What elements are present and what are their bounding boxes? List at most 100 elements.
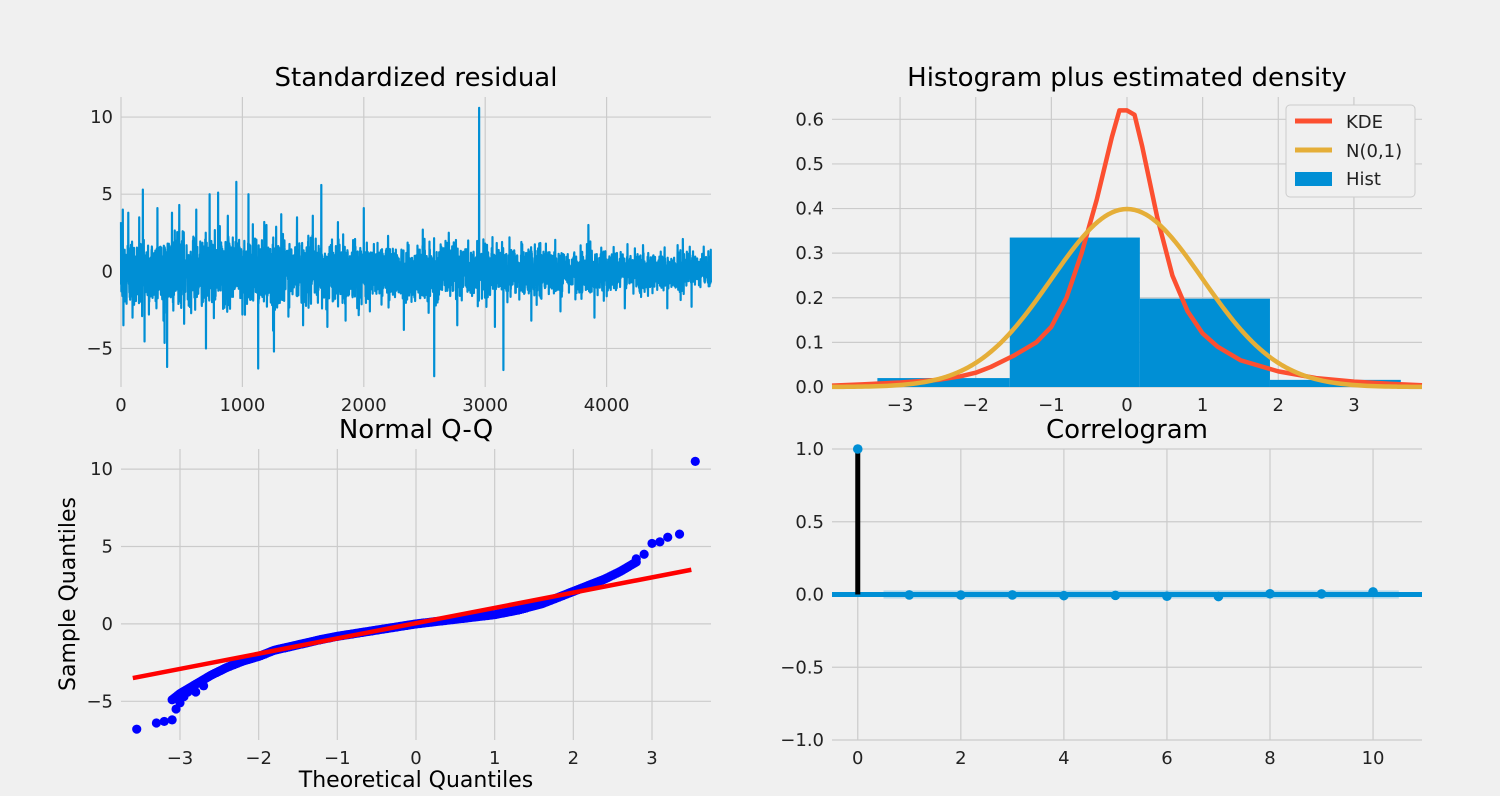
legend-normal-label: N(0,1): [1346, 141, 1402, 162]
legend-hist-label: Hist: [1346, 169, 1381, 190]
histogram-panel: −3 −2 −1 0 1 2 3 0.0 0.1 0.2 0.3 0.4 0.5 0.6 Histogra…: [795, 63, 1423, 416]
qq-ylabel: Sample Quantiles: [56, 497, 81, 691]
qq-point: [631, 554, 641, 564]
correlogram-ytick-label: 0.0: [795, 585, 824, 606]
qq-grid: [121, 449, 711, 740]
qq-xtick-label: −2: [245, 748, 272, 769]
histogram-xtick-label: 2: [1273, 395, 1284, 416]
qq-xtick-label: 3: [646, 748, 657, 769]
correlogram-ytick-label: 0.5: [795, 512, 824, 533]
qq-point: [639, 549, 649, 559]
histogram-ytick-label: 0.2: [795, 288, 824, 309]
qq-point: [647, 538, 657, 549]
residual-panel: 0 1000 2000 3000 4000 −5 0 5 10 Standardized res…: [86, 63, 712, 416]
histogram-xtick-label: 3: [1348, 395, 1359, 416]
residual-xtick-label: 2000: [341, 395, 387, 416]
residual-line: [119, 106, 712, 378]
histogram-xtick-label: −2: [962, 395, 989, 416]
acf-marker: [1059, 590, 1069, 601]
acf-marker: [1265, 588, 1275, 599]
histogram-legend: KDE N(0,1) Hist: [1285, 104, 1416, 198]
correlogram-xtick-label: 8: [1264, 748, 1275, 769]
acf-marker: [1162, 591, 1172, 602]
qq-xtick-label: 2: [568, 748, 579, 769]
qq-point: [655, 537, 665, 547]
correlogram-panel: 0 2 4 6 8 10 −1.0 −0.5 0.0 0.5 1.0 Correlogram: [780, 415, 1422, 769]
correlogram-xtick-label: 4: [1058, 748, 1069, 769]
acf-marker: [852, 444, 863, 454]
histogram-xtick-label: −1: [1038, 395, 1065, 416]
qq-point: [159, 716, 169, 727]
qq-xtick-label: −3: [167, 748, 194, 769]
qq-point: [663, 532, 673, 542]
qq-xtick-label: −1: [324, 748, 351, 769]
acf-marker: [1213, 591, 1224, 602]
qq-ytick-label: 0: [102, 614, 113, 635]
residual-xtick-label: 0: [115, 395, 126, 416]
residual-xtick-label: 1000: [219, 395, 265, 416]
residual-title: Standardized residual: [275, 63, 558, 93]
acf-marker: [1368, 587, 1378, 597]
histogram-xtick-label: 1: [1197, 395, 1208, 416]
correlogram-xtick-label: 10: [1362, 748, 1385, 769]
legend-hist-swatch: [1295, 172, 1332, 186]
correlogram-title: Correlogram: [1046, 415, 1208, 445]
qq-xlabel: Theoretical Quantiles: [298, 768, 533, 793]
histogram-bar: [1139, 298, 1270, 387]
correlogram-ytick-label: −1.0: [780, 730, 824, 751]
qq-panel: −3 −2 −1 0 1 2 3 −5 0 5 10 Normal Q-Q Theoretical …: [56, 415, 711, 793]
correlogram-xtick-label: 2: [955, 748, 966, 769]
qq-point: [690, 456, 700, 466]
histogram-ytick-label: 0.4: [795, 199, 824, 220]
qq-ticks: −3 −2 −1 0 1 2 3 −5 0 5 10: [86, 459, 657, 769]
qq-ytick-label: 5: [102, 537, 113, 558]
qq-reference: [132, 567, 692, 681]
residual-ticks: 0 1000 2000 3000 4000 −5 0 5 10: [86, 107, 629, 416]
qq-ytick-label: 10: [90, 459, 113, 480]
qq-title: Normal Q-Q: [339, 415, 493, 445]
qq-point: [183, 687, 193, 697]
histogram-curves: [831, 108, 1423, 390]
residual-ytick-label: 10: [90, 107, 113, 128]
histogram-ytick-label: 0.1: [795, 332, 824, 353]
acf-marker: [956, 590, 966, 600]
residual-series: [119, 106, 712, 378]
correlogram-xtick-label: 6: [1161, 748, 1172, 769]
legend-kde-label: KDE: [1346, 112, 1383, 133]
correlogram-ytick-label: 1.0: [795, 439, 824, 460]
histogram-title: Histogram plus estimated density: [907, 63, 1347, 93]
histogram-xtick-label: −3: [887, 395, 914, 416]
histogram-xtick-label: 0: [1121, 395, 1132, 416]
histogram-ytick-label: 0.3: [795, 243, 824, 264]
residual-ytick-label: −5: [86, 338, 113, 359]
qq-point: [199, 681, 209, 691]
acf-marker: [904, 590, 915, 600]
kde-line: [831, 108, 1423, 388]
acf-marker: [1316, 589, 1327, 599]
residual-xtick-label: 4000: [584, 395, 630, 416]
histogram-ytick-label: 0.0: [795, 377, 824, 398]
qq-xtick-label: 1: [489, 748, 500, 769]
correlogram-marks: [832, 444, 1422, 602]
qq-reference-line: [132, 567, 692, 681]
residual-ytick-label: 0: [102, 261, 113, 282]
histogram-bar: [1009, 237, 1140, 387]
correlogram-ytick-label: −0.5: [780, 657, 824, 678]
histogram-bar: [877, 378, 1010, 387]
histogram-ytick-label: 0.6: [795, 109, 824, 130]
acf-marker: [1110, 590, 1121, 601]
correlogram-xtick-label: 0: [852, 748, 863, 769]
qq-point: [151, 718, 161, 728]
residual-xtick-label: 3000: [462, 395, 508, 416]
qq-point: [674, 529, 685, 539]
normal-density-line: [831, 206, 1423, 390]
acf-marker: [1007, 590, 1018, 600]
histogram-ticks: −3 −2 −1 0 1 2 3 0.0 0.1 0.2 0.3 0.4 0.5 0.6: [795, 109, 1359, 416]
qq-ytick-label: −5: [86, 691, 113, 712]
histogram-ytick-label: 0.5: [795, 154, 824, 175]
qq-xtick-label: 0: [410, 748, 421, 769]
correlogram-ticks: 0 2 4 6 8 10 −1.0 −0.5 0.0 0.5 1.0: [780, 439, 1384, 769]
qq-point: [167, 715, 177, 725]
residual-ytick-label: 5: [102, 184, 113, 205]
